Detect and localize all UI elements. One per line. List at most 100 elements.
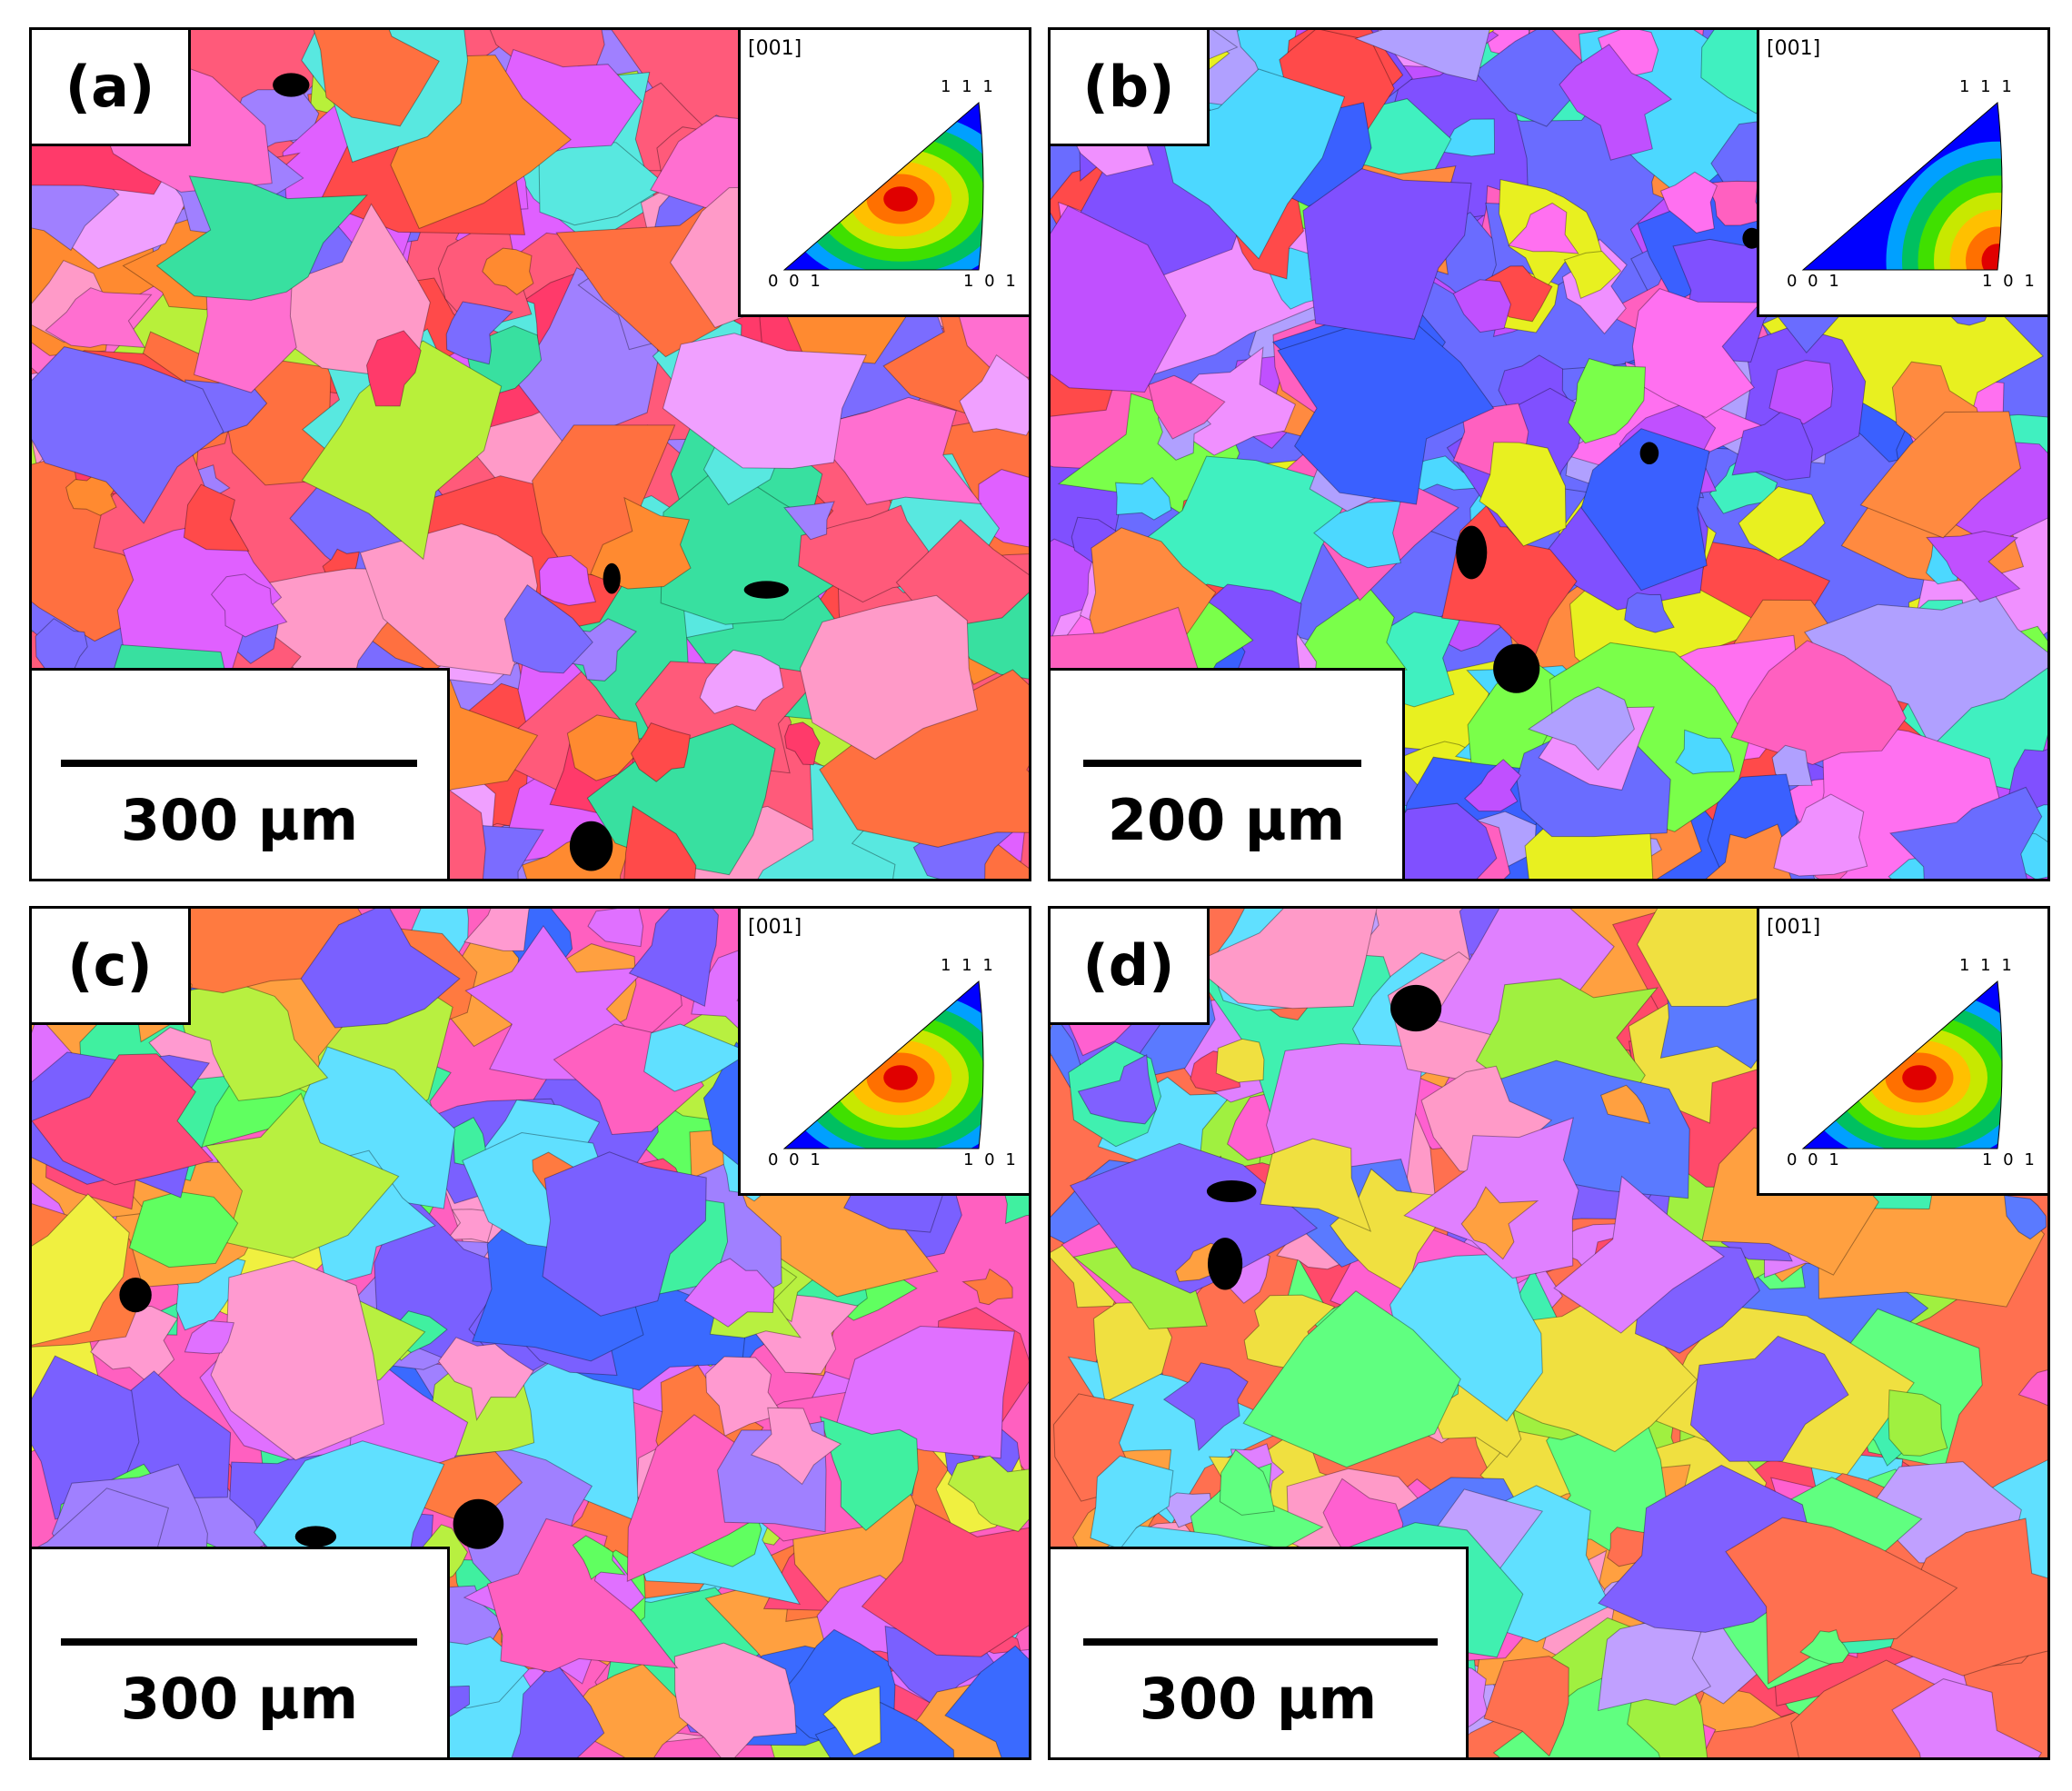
grain (1926, 530, 2021, 603)
grain (210, 1259, 384, 1461)
grain (861, 1503, 1029, 1657)
grain (1162, 1362, 1249, 1452)
grain (542, 1151, 707, 1317)
grain (1689, 1335, 1849, 1462)
grain (437, 1337, 534, 1421)
grain (662, 333, 867, 470)
ipf-axis-label: [001] (1767, 37, 1821, 60)
unindexed-region (1493, 643, 1540, 693)
grain (783, 501, 835, 541)
grain (750, 1407, 842, 1486)
grain (1115, 476, 1172, 521)
grain (45, 287, 153, 348)
unindexed-region (1206, 1180, 1257, 1202)
unindexed-region (119, 1278, 152, 1313)
grain (1859, 411, 2021, 539)
grain (628, 909, 719, 1008)
grain (1302, 168, 1472, 340)
ipf-triangle (782, 980, 984, 1149)
grain (799, 594, 978, 760)
grain (128, 1190, 239, 1269)
grain (1580, 428, 1710, 592)
panel-label: (a) (32, 30, 191, 146)
scale-bar-box: 300 µm (32, 1547, 450, 1757)
grain (1277, 318, 1495, 505)
grain (2004, 1195, 2047, 1240)
ipf-contours (1803, 103, 2002, 270)
grain (445, 301, 514, 365)
unindexed-region (453, 1498, 504, 1549)
scale-bar (61, 760, 417, 767)
grain (511, 1660, 605, 1757)
grain (301, 340, 503, 561)
grain (566, 714, 642, 781)
grain (1624, 592, 1675, 633)
ipf-corner-101: 1 0 1 (1982, 1150, 2037, 1169)
grain (944, 1645, 1029, 1757)
unindexed-region (1390, 984, 1442, 1032)
grain (1215, 1038, 1265, 1083)
grain (630, 721, 691, 782)
ipf-corner-101: 1 0 1 (963, 1150, 1019, 1169)
unindexed-region (569, 821, 613, 871)
grain (819, 1416, 919, 1531)
unindexed-region (273, 73, 310, 97)
grain (1891, 1678, 2043, 1757)
grain (1242, 1290, 1461, 1468)
grain (1354, 30, 1490, 82)
ipf-corner-111: 1 1 1 (1959, 956, 2015, 975)
grain (1768, 359, 1834, 425)
scale-bar (61, 1638, 417, 1646)
scale-bar-box: 300 µm (1051, 1547, 1469, 1757)
grain (1077, 1054, 1157, 1125)
grain (1090, 1455, 1174, 1550)
grain (1631, 288, 1762, 419)
grain (1559, 44, 1673, 161)
scale-bar (1083, 1638, 1438, 1646)
grain (784, 721, 821, 766)
ipf-legend: [001] 1 1 1 0 0 1 1 0 1 (738, 30, 1029, 317)
grain (365, 330, 422, 407)
grain (482, 247, 534, 296)
panel-c: (c) [001] 1 1 1 0 0 1 1 0 1 300 µm (29, 906, 1031, 1760)
grain (699, 649, 784, 714)
ipf-triangle (782, 102, 984, 271)
grain (673, 1642, 797, 1757)
grain (1464, 759, 1521, 812)
ipf-corner-111: 1 1 1 (1959, 77, 2015, 96)
grain (183, 483, 250, 552)
grain (683, 1258, 775, 1328)
grain (503, 583, 593, 674)
grain (1725, 1517, 1958, 1685)
panel-b: (b) [001] 1 1 1 0 0 1 1 0 1 200 µm (1048, 27, 2050, 881)
unindexed-region (1639, 442, 1659, 465)
grain (1607, 1527, 1647, 1567)
grain (155, 175, 368, 301)
grain (643, 1023, 752, 1092)
grain (539, 554, 597, 606)
scale-bar-label: 200 µm (1107, 787, 1346, 853)
grain (822, 1686, 882, 1756)
scale-bar-box: 300 µm (32, 668, 450, 879)
grain (210, 573, 288, 638)
grain (1260, 1138, 1372, 1232)
grain (1553, 1175, 1725, 1334)
grain (819, 669, 1029, 848)
scale-bar-label: 300 µm (120, 1666, 359, 1732)
ipf-corner-101: 1 0 1 (1982, 272, 2037, 291)
grain (1460, 1186, 1539, 1260)
grain (1452, 279, 1511, 333)
unindexed-region (603, 562, 621, 594)
scale-bar (1083, 760, 1361, 767)
unindexed-region (743, 581, 789, 599)
grain (184, 1319, 235, 1355)
grain (486, 1517, 679, 1673)
ipf-corner-001: 0 0 1 (768, 1150, 823, 1169)
scale-bar-label: 300 µm (1139, 1666, 1378, 1732)
ipf-axis-label: [001] (748, 37, 802, 60)
unindexed-region (294, 1526, 337, 1547)
scale-bar-box: 200 µm (1051, 668, 1405, 879)
grain (300, 909, 461, 1029)
grain (1051, 204, 1187, 393)
ipf-corner-101: 1 0 1 (963, 272, 1019, 291)
